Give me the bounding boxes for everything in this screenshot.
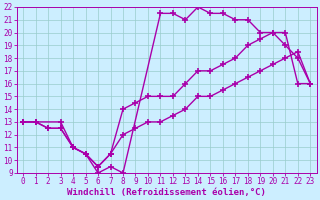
X-axis label: Windchill (Refroidissement éolien,°C): Windchill (Refroidissement éolien,°C) <box>67 188 266 197</box>
